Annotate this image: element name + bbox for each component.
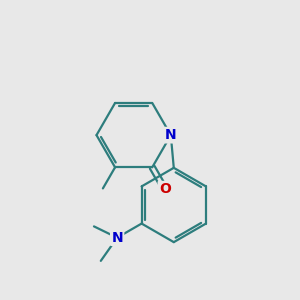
Text: N: N [165,128,177,142]
Text: N: N [111,231,123,245]
Text: O: O [159,182,171,196]
